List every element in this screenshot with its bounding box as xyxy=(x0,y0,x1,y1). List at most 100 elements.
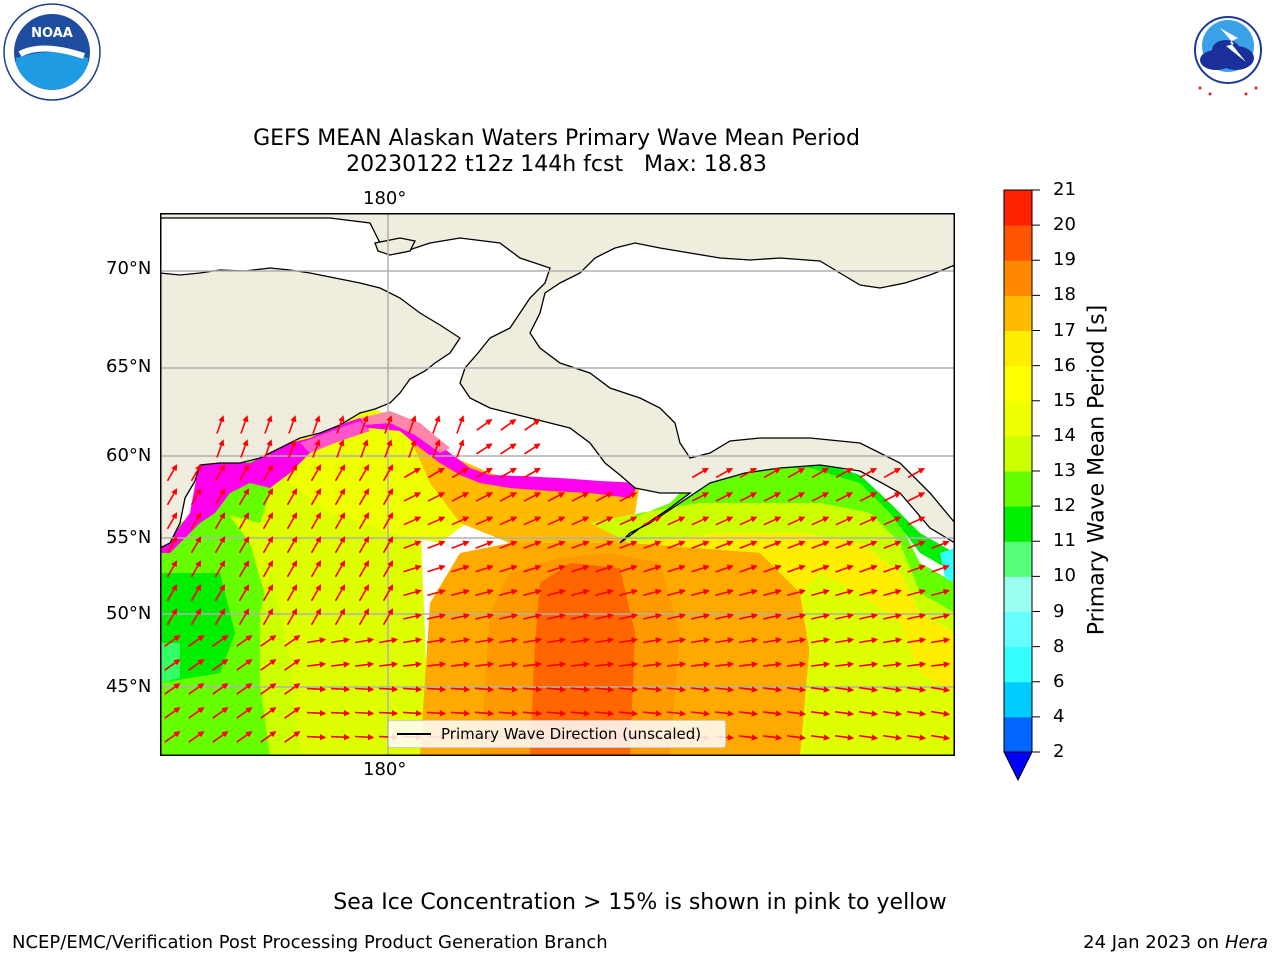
wave-direction-arrow xyxy=(882,686,903,693)
wave-direction-arrow xyxy=(262,536,274,554)
wave-direction-arrow xyxy=(358,584,370,602)
wave-direction-arrow xyxy=(284,635,301,647)
wave-direction-arrow xyxy=(642,710,663,717)
wave-direction-arrow xyxy=(286,464,298,482)
wave-direction-arrow xyxy=(618,710,639,717)
lat-label: 70°N xyxy=(106,258,152,279)
colorbar-segment xyxy=(1004,506,1032,542)
wave-direction-arrow xyxy=(164,635,181,647)
wave-direction-arrow xyxy=(334,560,346,578)
wave-direction-arrow xyxy=(883,492,902,502)
wave-direction-arrow xyxy=(403,467,421,479)
wave-direction-arrow xyxy=(499,564,518,573)
wave-direction-arrow xyxy=(739,734,759,741)
wave-direction-arrow xyxy=(690,637,711,644)
wave-direction-arrow xyxy=(522,710,543,717)
wave-direction-arrow xyxy=(715,686,735,693)
wave-direction-arrow xyxy=(811,492,830,502)
wave-direction-arrow xyxy=(310,488,322,506)
wave-direction-arrow xyxy=(811,540,830,550)
wave-direction-arrow xyxy=(330,733,351,741)
wave-direction-arrow xyxy=(164,683,181,695)
wave-direction-arrow xyxy=(691,686,711,693)
wave-direction-arrow xyxy=(310,464,322,482)
wave-direction-arrow xyxy=(214,512,226,530)
wave-direction-arrow xyxy=(238,512,250,530)
wave-direction-arrow xyxy=(787,540,806,550)
wave-direction-arrow xyxy=(166,560,178,578)
wave-direction-arrow xyxy=(907,564,926,573)
wave-direction-arrow xyxy=(260,707,277,719)
wave-direction-arrow xyxy=(378,686,399,693)
wave-direction-arrow xyxy=(619,588,638,597)
wave-direction-arrow xyxy=(240,439,249,458)
wave-direction-arrow xyxy=(811,516,830,526)
wave-direction-arrow xyxy=(547,492,566,502)
wave-direction-arrow xyxy=(456,415,465,434)
wave-direction-arrow xyxy=(402,686,423,693)
wave-direction-arrow xyxy=(715,540,734,550)
colorbar-tick-label: 18 xyxy=(1053,284,1076,306)
wave-direction-arrow xyxy=(382,512,394,530)
wave-direction-arrow xyxy=(190,584,202,602)
wave-direction-arrow xyxy=(382,608,394,626)
wave-direction-arrow xyxy=(930,686,951,693)
wave-direction-arrow xyxy=(739,564,758,573)
colorbar-tick-label: 2 xyxy=(1053,741,1065,762)
colorbar-segment xyxy=(1004,225,1032,261)
wave-direction-arrow xyxy=(475,443,493,455)
colorbar-segment xyxy=(1004,435,1032,472)
wave-direction-arrow xyxy=(595,492,614,502)
wave-direction-arrow xyxy=(930,710,951,717)
wave-direction-arrow xyxy=(787,492,806,502)
colorbar-tick-label: 21 xyxy=(1053,179,1076,200)
wave-direction-arrow xyxy=(334,512,346,530)
wave-direction-arrow xyxy=(858,686,879,693)
wave-direction-arrow xyxy=(288,439,297,458)
wave-direction-arrow xyxy=(214,608,226,626)
wave-direction-arrow xyxy=(499,613,519,620)
wave-direction-arrow xyxy=(907,661,927,668)
wave-direction-arrow xyxy=(786,637,807,644)
wave-direction-arrow xyxy=(546,710,567,717)
wave-direction-arrow xyxy=(883,613,903,620)
wave-direction-arrow xyxy=(358,536,370,554)
wave-direction-arrow xyxy=(456,439,465,458)
wave-direction-arrow xyxy=(262,608,274,626)
wave-direction-arrow xyxy=(571,540,590,549)
wave-direction-arrow xyxy=(907,540,926,550)
wave-direction-arrow xyxy=(547,588,566,597)
wave-direction-arrow xyxy=(427,540,446,549)
wave-direction-arrow xyxy=(306,709,327,717)
wave-direction-arrow xyxy=(310,512,322,530)
wave-direction-arrow xyxy=(883,661,903,668)
wave-direction-arrow xyxy=(310,560,322,578)
wave-direction-arrow xyxy=(523,564,542,573)
wave-direction-arrow xyxy=(262,512,274,530)
wave-direction-arrow xyxy=(763,588,782,597)
wave-direction-arrow xyxy=(811,564,830,573)
wave-direction-arrow xyxy=(523,443,541,455)
colorbar-segment xyxy=(1004,400,1032,437)
footer-timestamp: 24 Jan 2023 on Hera xyxy=(1083,932,1268,953)
wave-direction-arrow xyxy=(739,661,759,668)
wave-direction-arrow xyxy=(739,686,759,693)
wave-direction-arrow xyxy=(408,439,417,458)
wave-direction-arrow xyxy=(358,608,370,626)
wave-direction-arrow xyxy=(787,467,806,479)
wave-direction-arrow xyxy=(715,613,735,620)
wave-direction-arrow xyxy=(739,613,759,620)
wave-direction-arrow xyxy=(190,608,202,626)
wave-direction-arrow xyxy=(619,492,638,502)
wave-direction-arrow xyxy=(571,588,590,597)
wave-direction-arrow xyxy=(643,613,663,620)
wave-direction-arrow xyxy=(523,661,543,668)
legend-text: Primary Wave Direction (unscaled) xyxy=(441,725,702,743)
wave-direction-arrow xyxy=(166,584,178,602)
wave-direction-arrow xyxy=(570,686,591,693)
sea-ice-note: Sea Ice Concentration > 15% is shown in … xyxy=(333,890,947,915)
colorbar-tick-label: 11 xyxy=(1053,530,1076,552)
wave-direction-arrow xyxy=(883,516,902,526)
wave-direction-arrow xyxy=(810,734,831,741)
wave-direction-arrow xyxy=(524,419,541,431)
